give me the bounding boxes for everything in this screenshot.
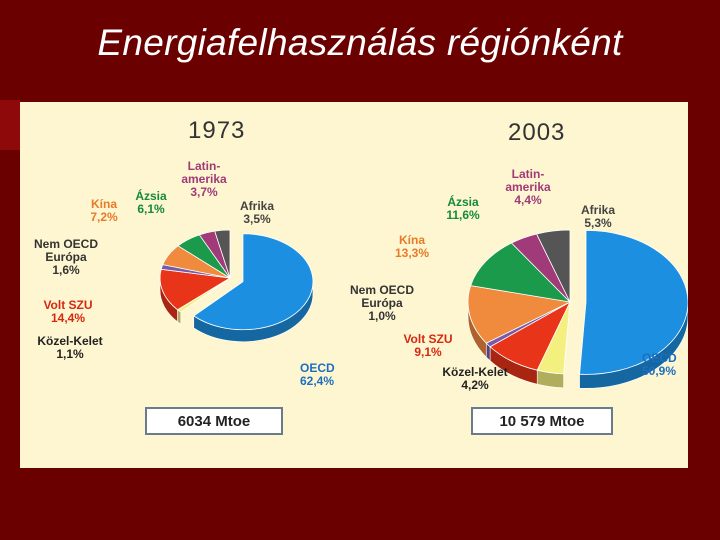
total-box: 10 579 Mtoe — [471, 407, 613, 435]
slice-label-oecd: OECD 50,9% — [642, 351, 677, 378]
pie-title: 1973 — [188, 117, 245, 144]
slice-label-volt-szu: Volt SZU 14,4% — [43, 298, 92, 325]
slice-label-nem-oecd-europa: Nem OECD Európa 1,0% — [350, 283, 414, 323]
slice-label-volt-szu: Volt SZU 9,1% — [403, 332, 452, 359]
pie-chart-2003: 2003 OECD 50,9% Közel-Kelet 4,2% Volt SZU 9,1%… — [350, 119, 688, 435]
total-box-frame — [471, 407, 613, 435]
total-value: 10 579 Mtoe — [499, 413, 584, 430]
slice-label-kina: Kína 7,2% — [90, 197, 118, 224]
slice-label-latin-amerika: Latin-amerika 4,4% — [505, 167, 551, 207]
slice-label-kozel-kelet: Közel-Kelet 1,1% — [37, 334, 102, 361]
slice-label-azsia: Ázsia 6,1% — [135, 188, 167, 216]
slice-label-azsia: Ázsia 11,6% — [446, 194, 480, 222]
pie-slice-oecd — [579, 229, 688, 375]
total-value: 6034 Mtoe — [178, 413, 251, 430]
pie-title: 2003 — [508, 119, 565, 146]
slice-label-afrika: Afrika 5,3% — [581, 203, 615, 230]
pie-slice-azsia — [470, 242, 572, 303]
slice-label-oecd: OECD 62,4% — [300, 361, 335, 388]
accent-bar — [0, 100, 20, 150]
pie-slice-kina — [467, 285, 572, 344]
pie-slice-oecd — [193, 233, 314, 331]
pie-chart-1973: 1973 OECD 62,4% Közel-Kelet 1,1% Volt SZU 14,4… — [34, 117, 335, 435]
slice-label-kina: Kína 13,3% — [395, 233, 429, 260]
pie-charts: 1973 OECD 62,4% Közel-Kelet 1,1% Volt SZU 14,4… — [34, 117, 688, 435]
slice-label-nem-oecd-europa: Nem OECD Európa 1,6% — [34, 237, 98, 277]
slice-label-afrika: Afrika 3,5% — [240, 199, 274, 226]
total-box-frame — [145, 407, 283, 435]
slice-label-latin-amerika: Latin-amerika 3,7% — [181, 159, 227, 199]
total-box: 6034 Mtoe — [145, 407, 283, 435]
pie-slice-afrika — [214, 229, 231, 279]
slice-label-kozel-kelet: Közel-Kelet 4,2% — [442, 365, 507, 392]
pie-slice-afrika — [536, 229, 571, 303]
slide-title: Energiafelhasználás régiónként — [97, 22, 623, 63]
pie-slice-volt-szu — [159, 268, 232, 311]
chart-panel: 1973 OECD 62,4% Közel-Kelet 1,1% Volt SZU 14,4… — [20, 102, 688, 468]
